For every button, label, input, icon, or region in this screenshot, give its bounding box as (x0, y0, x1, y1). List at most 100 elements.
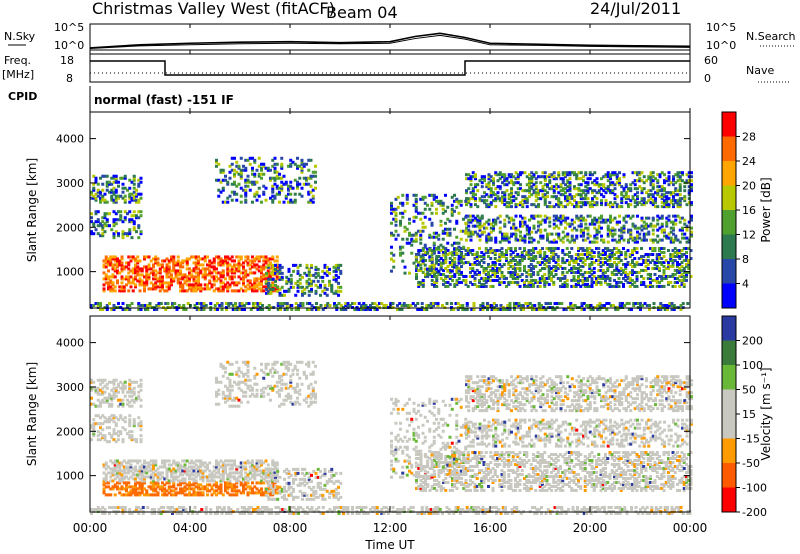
heatmap-cell (601, 270, 605, 274)
heatmap-cell (193, 304, 197, 308)
heatmap-cell (672, 199, 675, 203)
power-heatmap (90, 156, 693, 311)
heatmap-cell (505, 284, 508, 288)
heatmap-cell (545, 280, 549, 284)
heatmap-cell (651, 216, 655, 220)
heatmap-cell (131, 269, 135, 273)
heatmap-cell (148, 304, 152, 308)
heatmap-cell (573, 304, 577, 308)
heatmap-cell (528, 181, 531, 185)
heatmap-cell (654, 197, 657, 201)
heatmap-cell (101, 198, 105, 202)
heatmap-cell (651, 249, 655, 253)
heatmap-cell (394, 197, 398, 201)
heatmap-cell (519, 224, 522, 228)
heatmap-cell (278, 172, 281, 176)
heatmap-cell (435, 257, 438, 261)
heatmap-cell (678, 240, 682, 244)
heatmap-cell (645, 224, 648, 228)
heatmap-cell (212, 265, 216, 269)
heatmap-cell (437, 255, 441, 259)
heatmap-cell (496, 259, 499, 262)
heatmap-cell (156, 473, 160, 477)
heatmap-cell (633, 236, 637, 240)
heatmap-cell (459, 203, 463, 207)
heatmap-cell (595, 203, 599, 207)
heatmap-cell (643, 302, 647, 306)
heatmap-cell (113, 257, 117, 261)
heatmap-cell (319, 285, 322, 289)
heatmap-cell (125, 465, 128, 469)
heatmap-cell (519, 203, 522, 207)
heatmap-cell (276, 304, 280, 308)
heatmap-cell (423, 195, 427, 199)
heatmap-cell (120, 263, 124, 267)
heatmap-cell (172, 267, 176, 271)
colorbar-tick-label: 8 (742, 253, 749, 266)
heatmap-cell (508, 308, 512, 311)
heatmap-cell (125, 275, 128, 279)
heatmap-cell (246, 273, 250, 277)
heatmap-cell (579, 197, 583, 201)
heatmap-cell (561, 251, 565, 255)
heatmap-cell (260, 271, 263, 275)
heatmap-cell (292, 269, 295, 273)
heatmap-cell (421, 261, 425, 265)
heatmap-cell (496, 179, 500, 183)
heatmap-cell (600, 183, 603, 187)
heatmap-cell (355, 308, 359, 311)
heatmap-cell (655, 257, 659, 261)
heatmap-cell (577, 189, 581, 193)
heatmap-cell (167, 491, 171, 495)
heatmap-cell (615, 280, 619, 284)
heatmap-cell (655, 280, 659, 284)
heatmap-cell (636, 240, 639, 244)
heatmap-cell (134, 487, 137, 491)
heatmap-cell (525, 274, 529, 278)
heatmap-cell (519, 214, 522, 218)
heatmap-cell (584, 222, 588, 226)
heatmap-cell (566, 181, 570, 185)
heatmap-cell (337, 285, 340, 289)
heatmap-cell (107, 261, 110, 265)
heatmap-cell (649, 274, 652, 278)
heatmap-cell (550, 247, 553, 251)
heatmap-cell (273, 166, 277, 170)
heatmap-cell (676, 199, 680, 203)
heatmap-cell (592, 280, 596, 284)
heatmap-cell (271, 265, 275, 269)
heatmap-cell (392, 259, 396, 263)
heatmap-cell (546, 191, 549, 195)
heatmap-cell (257, 174, 261, 178)
heatmap-cell (392, 207, 396, 211)
heatmap-cell (679, 304, 683, 308)
heatmap-cell (469, 220, 473, 224)
heatmap-cell (570, 236, 574, 240)
heatmap-cell (258, 308, 262, 311)
heatmap-cell (450, 269, 454, 273)
heatmap-cell (121, 176, 125, 180)
heatmap-cell (584, 195, 588, 199)
heatmap-cell (459, 237, 463, 241)
heatmap-cell (271, 283, 275, 287)
heatmap-cell (624, 185, 628, 189)
heatmap-cell (518, 274, 522, 278)
heatmap-cell (183, 467, 187, 471)
heatmap-cell (311, 170, 315, 174)
heatmap-cell (110, 198, 114, 202)
heatmap-cell (152, 487, 155, 491)
heatmap-cell (478, 218, 482, 222)
heatmap-cell (604, 260, 607, 264)
heatmap-cell (143, 281, 146, 285)
heatmap-cell (279, 304, 282, 308)
heatmap-cell (496, 191, 500, 195)
heatmap-cell (606, 247, 610, 251)
heatmap-cell (244, 194, 248, 198)
heatmap-cell (537, 175, 540, 179)
heatmap-cell (494, 240, 498, 244)
heatmap-cell (671, 264, 675, 268)
heatmap-cell (308, 302, 312, 306)
heatmap-cell (622, 175, 626, 179)
heatmap-cell (464, 249, 468, 253)
heatmap-cell (113, 459, 117, 463)
